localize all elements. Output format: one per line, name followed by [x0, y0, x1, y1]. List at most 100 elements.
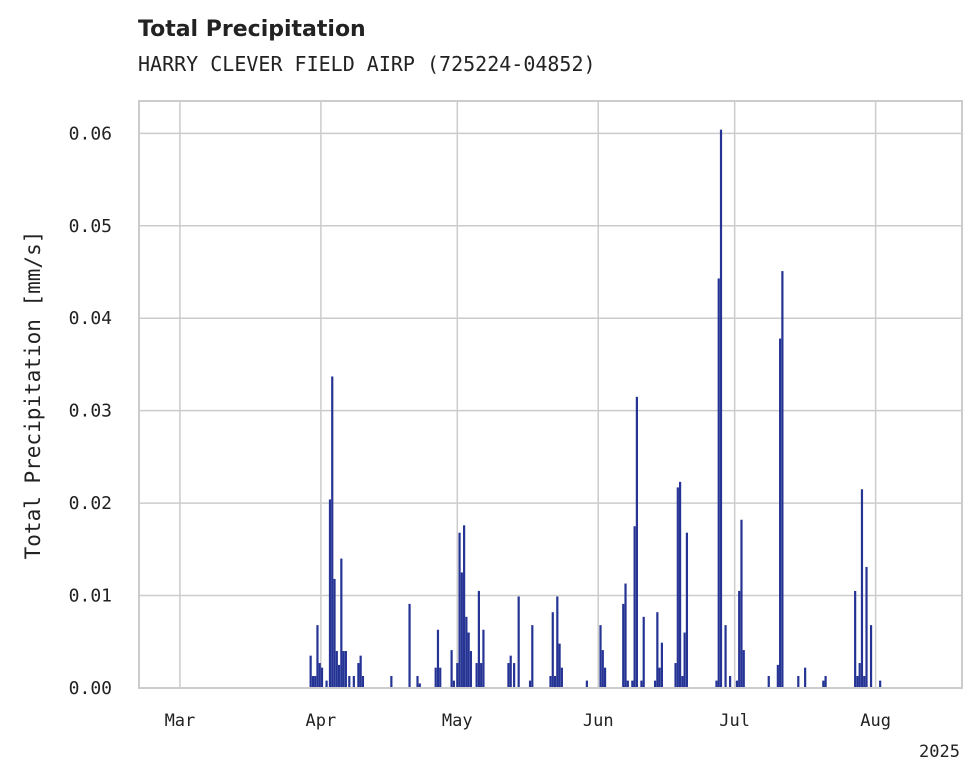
precipitation-bar [622, 603, 625, 688]
y-tick-label: 0.03 [69, 401, 112, 422]
precipitation-bar [656, 612, 659, 688]
precipitation-bars [309, 129, 882, 689]
precipitation-bar [626, 680, 629, 688]
precipitation-bar [685, 532, 689, 688]
precipitation-bar [856, 675, 859, 688]
precipitation-bar [879, 680, 882, 688]
precipitation-bar [640, 680, 643, 688]
precipitation-bar [776, 664, 779, 688]
precipitation-bar [416, 675, 419, 688]
precipitation-bar [357, 663, 360, 688]
precipitation-bar [359, 655, 362, 688]
precipitation-bar [683, 632, 686, 688]
precipitation-bar [678, 481, 682, 688]
precipitation-bar [719, 129, 723, 689]
precipitation-bar [797, 675, 800, 688]
precipitation-bar [860, 489, 864, 688]
precipitation-bar [344, 651, 347, 688]
precipitation-bar [624, 583, 627, 688]
x-tick-label: Jun [583, 711, 614, 731]
y-tick-label: 0.06 [69, 123, 112, 144]
y-tick-label: 0.00 [69, 678, 112, 699]
precipitation-bar [863, 675, 866, 688]
precipitation-bar [463, 525, 466, 688]
precipitation-bar [311, 675, 315, 688]
precipitation-bar [456, 663, 459, 688]
precipitation-bar [408, 603, 411, 688]
precipitation-bar [549, 675, 552, 688]
precipitation-bar [480, 663, 483, 688]
chart-subtitle: HARRY CLEVER FIELD AIRP (725224-04852) [138, 52, 596, 76]
precipitation-bar [469, 651, 473, 688]
precipitation-bar [824, 675, 827, 688]
precipitation-bar [361, 675, 365, 688]
y-axis-label: Total Precipitation [mm/s] [21, 231, 45, 560]
precipitation-bar [418, 683, 421, 688]
precipitation-bar [558, 643, 561, 688]
precipitation-bar [460, 572, 463, 688]
precipitation-bar [556, 596, 559, 688]
precipitation-bar [631, 680, 634, 688]
precipitation-bar [340, 558, 343, 688]
precipitation-bar [507, 663, 510, 688]
precipitation-bar [348, 675, 351, 688]
precipitation-bar [822, 680, 825, 688]
precipitation-bar [633, 526, 636, 688]
precipitation-bar [767, 675, 770, 688]
precipitation-bar [328, 499, 332, 688]
precipitation-bar [681, 675, 684, 688]
precipitation-bar [467, 632, 470, 688]
precipitation-bar [738, 590, 741, 688]
x-tick-label: Aug [860, 711, 891, 731]
precipitation-bar [869, 625, 873, 688]
chart-title: Total Precipitation [138, 17, 366, 42]
y-tick-label: 0.05 [69, 216, 112, 237]
precipitation-bar [331, 376, 334, 688]
precipitation-bar [635, 396, 638, 688]
precipitation-bar [333, 578, 336, 688]
precipitation-bar [517, 596, 520, 688]
precipitation-bar [553, 675, 557, 688]
precipitation-bar [674, 663, 677, 688]
precipitation-bar [528, 680, 532, 688]
precipitation-bar [475, 663, 478, 688]
precipitation-bar [314, 675, 317, 688]
precipitation-bar [854, 590, 857, 688]
precipitation-bar [477, 590, 480, 688]
precipitation-bar [601, 650, 604, 688]
y-axis-ticks: 0.00 0.01 0.02 0.03 0.04 0.05 0.06 [69, 123, 112, 699]
precipitation-bar [531, 625, 534, 688]
precipitation-bar [335, 651, 338, 688]
precipitation-bar [742, 650, 745, 688]
precipitation-bar [599, 625, 602, 688]
precipitation-bar [458, 532, 461, 688]
precipitation-bar [465, 616, 468, 688]
plot-frame [138, 100, 963, 689]
precipitation-bar [450, 650, 453, 688]
precipitation-bar [551, 612, 554, 688]
y-tick-label: 0.01 [69, 586, 112, 607]
precipitation-bar [439, 667, 442, 688]
precipitation-bar [316, 625, 319, 688]
precipitation-bar [560, 667, 563, 688]
precipitation-bar [309, 655, 312, 688]
precipitation-bar [676, 487, 679, 688]
precipitation-bar [660, 642, 664, 688]
precipitation-bar [658, 667, 661, 688]
precipitation-bar [865, 566, 868, 688]
precipitation-bar [436, 629, 440, 688]
y-tick-label: 0.02 [69, 493, 112, 514]
precipitation-bar [452, 680, 455, 688]
precipitation-bar [717, 278, 720, 688]
precipitation-bar [482, 629, 485, 688]
precipitation-bar [325, 680, 328, 688]
precipitation-bar [779, 338, 782, 688]
precipitation-bar [320, 667, 324, 688]
x-axis-ticks: Mar Apr May Jun Jul Aug [165, 711, 891, 731]
precipitation-bar [858, 663, 861, 688]
precipitation-bar [318, 663, 321, 688]
x-tick-label: Mar [165, 711, 196, 731]
x-tick-label: Jul [719, 711, 750, 731]
precipitation-bar [390, 675, 393, 688]
x-tick-label: Apr [306, 711, 337, 731]
